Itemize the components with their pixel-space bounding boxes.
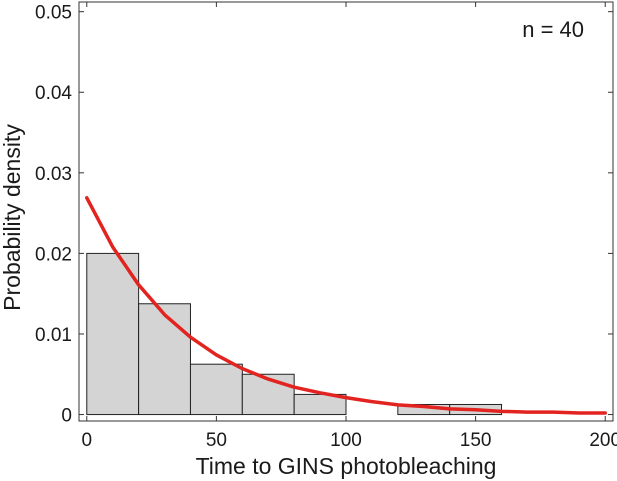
x-tick-label: 100 [330,430,362,451]
histogram-bar [241,373,295,416]
y-tick-label: 0.04 [35,83,72,104]
axis-ticks [79,2,613,421]
x-tick-label: 150 [460,430,492,451]
histogram-bar [189,363,243,416]
sample-size-annotation: n = 40 [522,17,584,42]
y-tick-labels: 0 0.01 0.02 0.03 0.04 0.05 [35,3,72,427]
y-tick-label: 0.03 [35,164,72,185]
y-tick-label: 0.05 [35,3,72,24]
x-axis-label: Time to GINS photobleaching [196,453,497,479]
y-tick-label: 0.01 [35,325,72,346]
y-tick-label: 0.02 [35,244,72,265]
x-tick-label: 50 [206,430,227,451]
y-axis-label: Probability density [0,124,25,311]
histogram-bars [86,252,503,416]
fit-curve [85,196,607,415]
histogram-bar [138,303,191,416]
x-tick-label: 200 [589,430,617,451]
y-tick-label: 0 [61,406,72,427]
x-tick-labels: 0 50 100 150 200 [81,430,617,451]
x-tick-label: 0 [81,430,92,451]
histogram-bar [86,252,140,416]
